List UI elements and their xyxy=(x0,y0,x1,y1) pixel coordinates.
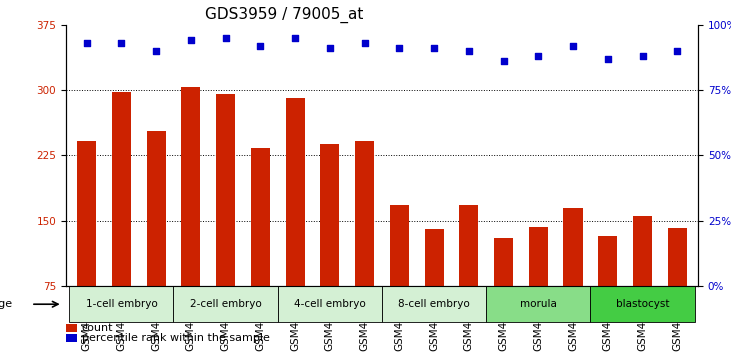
Point xyxy=(359,40,371,46)
Text: blastocyst: blastocyst xyxy=(616,299,670,309)
Bar xyxy=(66,324,77,332)
Bar xyxy=(667,228,687,286)
Bar xyxy=(382,286,486,322)
Bar xyxy=(69,286,173,322)
Text: 8-cell embryo: 8-cell embryo xyxy=(398,299,470,309)
Bar xyxy=(598,236,617,286)
Bar xyxy=(529,227,548,286)
Text: count: count xyxy=(82,323,113,333)
Bar xyxy=(286,98,305,286)
Text: 2-cell embryo: 2-cell embryo xyxy=(190,299,262,309)
Text: morula: morula xyxy=(520,299,557,309)
Text: percentile rank within the sample: percentile rank within the sample xyxy=(82,333,270,343)
Bar xyxy=(633,216,652,286)
Bar xyxy=(425,229,444,286)
Bar xyxy=(355,142,374,286)
Point xyxy=(185,38,197,43)
Text: GDS3959 / 79005_at: GDS3959 / 79005_at xyxy=(205,7,363,23)
Bar xyxy=(278,286,382,322)
Text: 4-cell embryo: 4-cell embryo xyxy=(294,299,366,309)
Bar xyxy=(112,92,131,286)
Point xyxy=(498,58,510,64)
Point xyxy=(289,35,301,41)
Point xyxy=(567,43,579,48)
Point xyxy=(637,53,648,59)
Bar xyxy=(147,131,166,286)
Point xyxy=(671,48,683,54)
Bar xyxy=(494,238,513,286)
Bar xyxy=(181,87,200,286)
Bar xyxy=(486,286,591,322)
Point xyxy=(393,45,405,51)
Bar xyxy=(320,144,339,286)
Bar xyxy=(216,95,235,286)
Bar xyxy=(591,286,694,322)
Point xyxy=(463,48,474,54)
Text: 1-cell embryo: 1-cell embryo xyxy=(86,299,157,309)
Bar xyxy=(66,334,77,342)
Point xyxy=(151,48,162,54)
Bar xyxy=(173,286,278,322)
Point xyxy=(81,40,93,46)
Bar xyxy=(390,205,409,286)
Point xyxy=(115,40,127,46)
Bar xyxy=(77,141,96,286)
Point xyxy=(428,45,440,51)
Point xyxy=(324,45,336,51)
Bar xyxy=(251,148,270,286)
Point xyxy=(254,43,266,48)
Bar xyxy=(564,207,583,286)
Point xyxy=(532,53,544,59)
Point xyxy=(220,35,232,41)
Point xyxy=(602,56,613,62)
Bar xyxy=(459,205,478,286)
Text: development stage: development stage xyxy=(0,299,12,309)
